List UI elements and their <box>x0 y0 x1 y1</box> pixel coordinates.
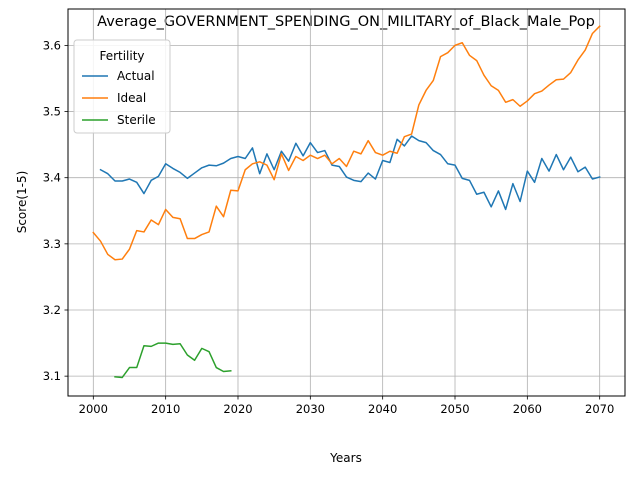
y-tick-label: 3.2 <box>43 303 61 317</box>
x-tick-label: 2010 <box>151 402 180 416</box>
x-tick-label: 2060 <box>513 402 542 416</box>
y-axis-label: Score(1-5) <box>15 171 29 234</box>
legend-title: Fertility <box>99 49 144 63</box>
series-lines <box>92 25 601 379</box>
y-tick-label: 3.1 <box>43 369 61 383</box>
legend-label-sterile: Sterile <box>117 113 156 127</box>
x-axis: 2000 2010 2020 2030 2040 2050 2060 2070 <box>79 396 614 416</box>
x-tick-label: 2070 <box>585 402 614 416</box>
legend-label-actual: Actual <box>117 69 155 83</box>
legend-label-ideal: Ideal <box>117 91 146 105</box>
y-axis: 3.1 3.2 3.3 3.4 3.5 3.6 <box>43 38 68 383</box>
x-tick-label: 2050 <box>440 402 469 416</box>
x-tick-label: 2040 <box>368 402 397 416</box>
legend-box <box>73 39 171 134</box>
legend-entries: Actual Ideal Sterile <box>82 69 156 127</box>
chart-title: Average_GOVERNMENT_SPENDING_ON_MILITARY_… <box>97 14 595 30</box>
y-tick-label: 3.4 <box>43 171 61 185</box>
gridlines <box>68 9 625 396</box>
series-line-ideal <box>92 25 601 261</box>
x-tick-label: 2030 <box>296 402 325 416</box>
series-line-sterile <box>114 342 232 379</box>
legend: Fertility Actual Ideal Sterile <box>73 39 171 134</box>
x-tick-label: 2020 <box>223 402 252 416</box>
series-line-actual <box>99 135 601 211</box>
y-tick-label: 3.5 <box>43 105 61 119</box>
y-tick-label: 3.6 <box>43 38 61 52</box>
x-axis-label: Years <box>329 451 362 465</box>
x-tick-label: 2000 <box>79 402 108 416</box>
y-tick-label: 3.3 <box>43 237 61 251</box>
plot-area-frame <box>67 8 626 397</box>
